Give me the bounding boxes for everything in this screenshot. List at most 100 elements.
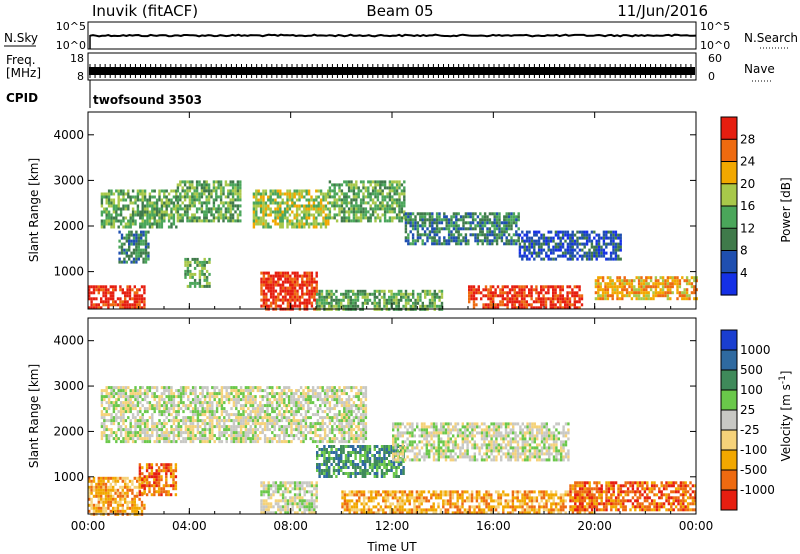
data-cell	[381, 204, 384, 208]
data-cell	[100, 389, 104, 393]
data-cell	[201, 407, 204, 411]
data-cell	[160, 219, 164, 223]
data-cell	[602, 230, 606, 234]
data-cell	[486, 230, 489, 234]
data-cell	[213, 410, 216, 414]
data-cell	[421, 239, 424, 243]
data-cell	[128, 297, 132, 301]
data-cell	[287, 422, 291, 426]
data-cell	[217, 183, 220, 187]
data-cell	[361, 292, 364, 296]
data-cell	[124, 404, 128, 408]
data-cell	[383, 216, 387, 220]
data-cell	[393, 207, 396, 211]
data-cell	[303, 216, 306, 220]
data-cell	[203, 440, 207, 444]
data-cell	[136, 422, 140, 426]
data-cell	[127, 410, 130, 414]
data-cell	[132, 260, 136, 264]
data-cell	[194, 407, 197, 411]
data-cell	[513, 306, 516, 310]
data-cell	[298, 274, 302, 278]
data-cell	[140, 485, 144, 489]
data-cell	[220, 434, 224, 438]
data-cell	[302, 434, 305, 438]
data-cell	[265, 304, 268, 308]
data-cell	[208, 401, 212, 405]
data-cell	[211, 395, 214, 399]
data-cell	[215, 210, 218, 214]
data-cell	[373, 292, 376, 296]
data-cell	[455, 236, 458, 240]
data-cell	[494, 288, 497, 292]
data-cell	[193, 278, 197, 282]
data-cell	[288, 207, 292, 211]
data-cell	[554, 233, 558, 237]
data-cell	[331, 204, 334, 208]
data-cell	[611, 291, 614, 295]
data-cell	[151, 213, 154, 217]
data-cell	[291, 271, 294, 275]
data-cell	[140, 300, 144, 304]
data-cell	[155, 404, 159, 408]
data-cell	[286, 289, 290, 293]
data-cell	[506, 300, 509, 304]
data-cell	[88, 491, 91, 495]
data-cell	[179, 213, 182, 217]
data-cell	[184, 263, 187, 267]
data-cell	[298, 222, 301, 226]
data-cell	[525, 233, 529, 237]
data-cell	[107, 476, 110, 480]
data-cell	[484, 294, 488, 298]
data-cell	[148, 192, 152, 196]
data-cell	[525, 248, 529, 252]
data-cell	[198, 201, 201, 205]
data-cell	[292, 437, 296, 441]
data-cell	[381, 207, 384, 211]
data-cell	[513, 285, 516, 289]
data-cell	[179, 195, 182, 199]
data-cell	[107, 401, 111, 405]
data-cell	[604, 288, 607, 292]
data-cell	[254, 398, 257, 402]
data-cell	[462, 236, 465, 240]
data-cell	[170, 207, 173, 211]
data-cell	[423, 224, 427, 228]
data-cell	[215, 401, 219, 405]
data-cell	[464, 239, 468, 243]
data-cell	[321, 410, 324, 414]
data-cell	[143, 222, 147, 226]
data-cell	[265, 277, 268, 281]
data-cell	[207, 186, 211, 190]
data-cell	[105, 407, 108, 411]
data-cell	[350, 201, 353, 205]
data-cell	[283, 392, 286, 396]
data-cell	[153, 428, 156, 432]
data-cell	[378, 289, 381, 293]
data-cell	[296, 283, 299, 287]
data-cell	[274, 301, 278, 305]
data-cell	[107, 392, 111, 396]
data-cell	[107, 291, 110, 295]
data-cell	[295, 192, 299, 196]
data-cell	[533, 248, 536, 252]
data-cell	[183, 189, 187, 193]
data-cell	[301, 274, 304, 278]
data-cell	[578, 285, 581, 289]
data-cell	[139, 210, 142, 214]
data-cell	[257, 189, 260, 193]
data-cell	[146, 219, 149, 223]
data-cell	[495, 242, 499, 246]
data-cell	[386, 192, 389, 196]
data-cell	[512, 221, 516, 225]
data-cell	[261, 398, 264, 402]
data-cell	[268, 428, 272, 432]
data-cell	[170, 201, 173, 205]
data-cell	[395, 216, 399, 220]
data-cell	[280, 416, 284, 420]
data-cell	[349, 298, 352, 302]
data-cell	[340, 201, 344, 205]
data-cell	[296, 289, 299, 293]
data-cell	[347, 289, 350, 293]
data-cell	[321, 389, 324, 393]
